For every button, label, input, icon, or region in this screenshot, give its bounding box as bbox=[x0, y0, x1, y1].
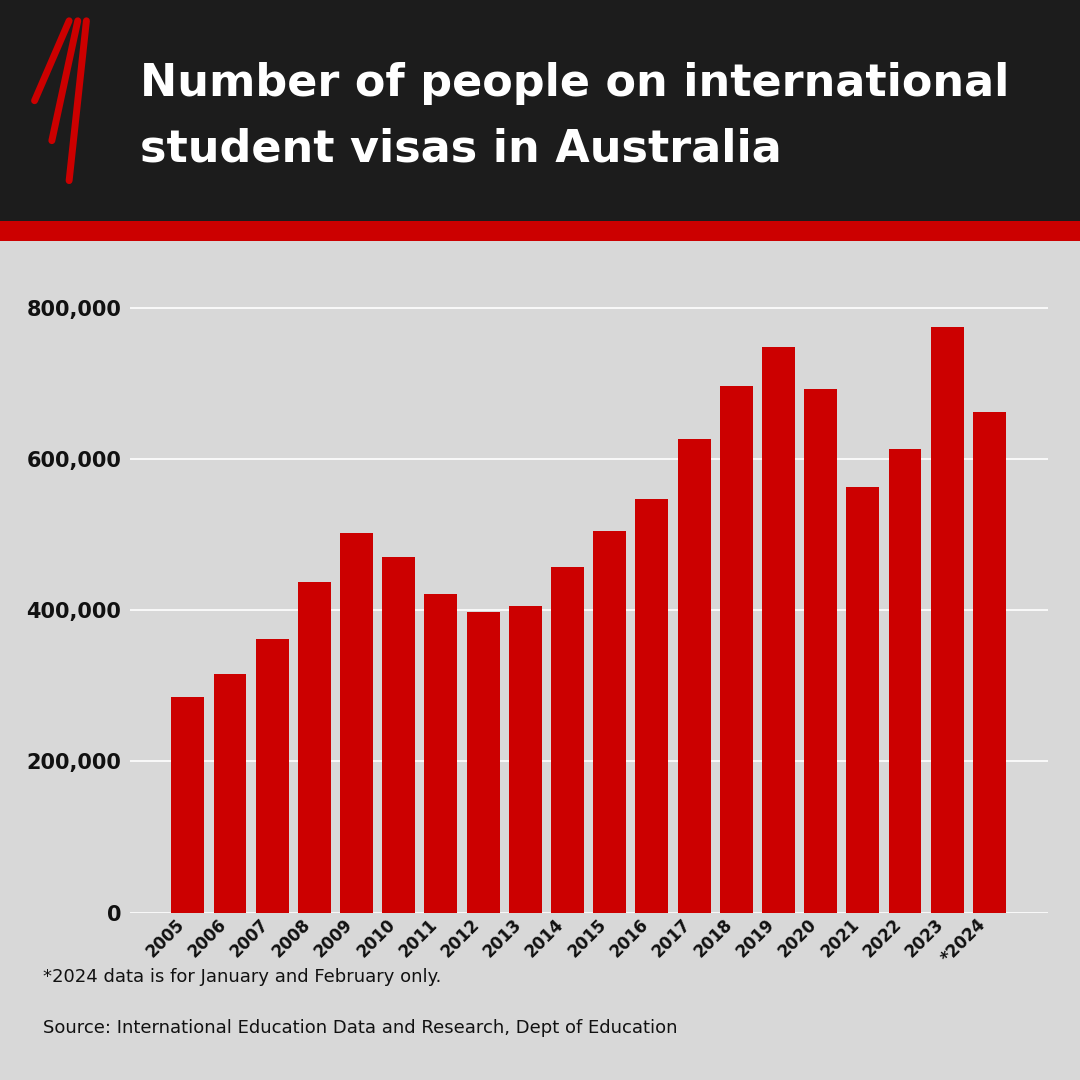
Bar bbox=[677, 438, 711, 913]
Bar bbox=[509, 606, 542, 913]
Bar bbox=[593, 530, 626, 913]
Bar bbox=[424, 594, 458, 913]
Bar bbox=[805, 390, 837, 913]
Bar bbox=[973, 413, 1005, 913]
Bar bbox=[214, 674, 246, 913]
Bar bbox=[847, 487, 879, 913]
Bar bbox=[467, 612, 500, 913]
Bar bbox=[719, 386, 753, 913]
Bar bbox=[551, 567, 584, 913]
Bar bbox=[931, 326, 963, 913]
Bar bbox=[889, 449, 921, 913]
Text: Source: International Education Data and Research, Dept of Education: Source: International Education Data and… bbox=[43, 1020, 678, 1037]
Bar bbox=[172, 698, 204, 913]
Bar bbox=[340, 534, 373, 913]
Bar bbox=[382, 557, 415, 913]
Bar bbox=[762, 347, 795, 913]
Bar bbox=[635, 499, 669, 913]
Text: *2024 data is for January and February only.: *2024 data is for January and February o… bbox=[43, 969, 442, 986]
Bar bbox=[256, 639, 288, 913]
Text: student visas in Australia: student visas in Australia bbox=[140, 127, 782, 170]
Bar bbox=[298, 582, 330, 913]
Text: Number of people on international: Number of people on international bbox=[140, 63, 1010, 105]
